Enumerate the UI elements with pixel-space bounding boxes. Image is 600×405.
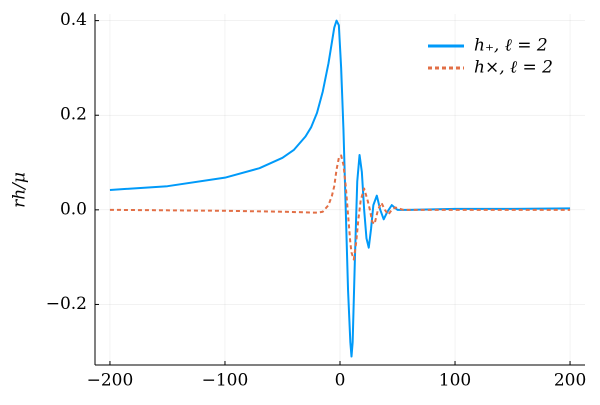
x-tick-label: 100 (439, 371, 471, 391)
x-tick-label: −200 (87, 371, 134, 391)
legend-label: h×, ℓ = 2 (474, 58, 553, 78)
x-tick-label: 200 (554, 371, 586, 391)
y-tick-label: −0.2 (46, 294, 87, 314)
y-axis-label: rh/μ (10, 172, 30, 208)
y-tick-label: 0.4 (60, 10, 87, 30)
series-line (109, 19, 571, 358)
x-tick-label: −100 (202, 371, 249, 391)
x-tick-label: 0 (335, 371, 346, 391)
y-tick-label: 0.2 (60, 105, 87, 125)
legend-label: h₊, ℓ = 2 (474, 36, 548, 56)
y-tick-label: 0.0 (60, 199, 87, 219)
series-line (109, 154, 571, 261)
